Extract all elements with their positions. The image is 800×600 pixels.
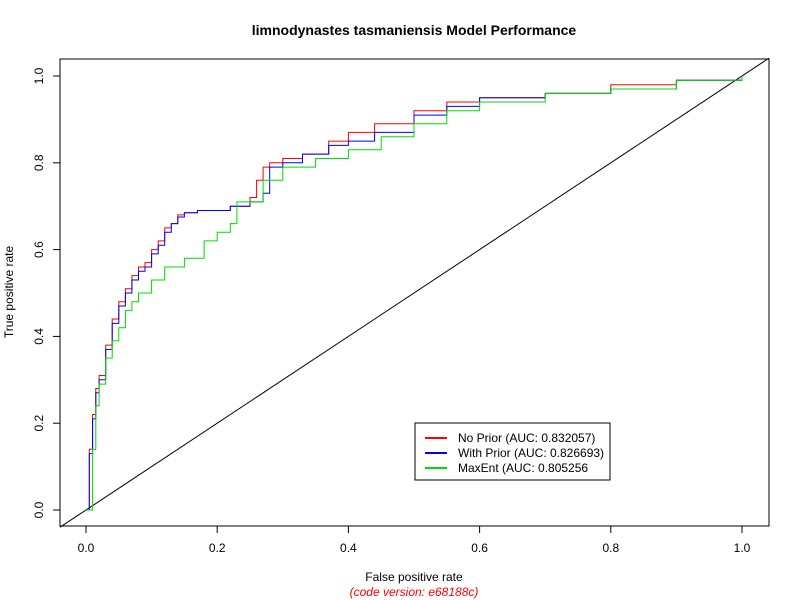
x-tick-label: 0.4: [340, 541, 357, 555]
x-tick-label: 0.2: [209, 541, 226, 555]
y-tick-label: 1.0: [32, 67, 46, 84]
y-tick-label: 0.8: [32, 154, 46, 171]
x-axis-label: False positive rate: [365, 570, 463, 584]
legend-label-0: No Prior (AUC: 0.832057): [458, 431, 595, 445]
y-tick-label: 0.0: [32, 501, 46, 518]
y-tick-label: 0.2: [32, 415, 46, 432]
x-axis: 0.0 0.2 0.4 0.6 0.8 1.0: [78, 525, 751, 555]
y-tick-label: 0.6: [32, 241, 46, 258]
y-axis: 0.0 0.2 0.4 0.6 0.8 1.0: [32, 67, 61, 518]
legend-label-2: MaxEnt (AUC: 0.805256: [458, 461, 588, 475]
code-version-note: (code version: e68188c): [350, 585, 479, 599]
series-line-1: [86, 76, 743, 511]
legend-label-1: With Prior (AUC: 0.826693): [458, 446, 604, 460]
x-tick-label: 0.8: [602, 541, 619, 555]
y-tick-label: 0.4: [32, 328, 46, 345]
x-tick-label: 0.0: [78, 541, 95, 555]
series-line-2: [86, 76, 743, 511]
x-tick-label: 0.6: [471, 541, 488, 555]
plot-area: [59, 57, 770, 528]
y-axis-label: True positive rate: [2, 246, 16, 339]
chart-title: limnodynastes tasmaniensis Model Perform…: [252, 22, 577, 38]
legend-box: [414, 422, 611, 481]
reference-diagonal-line: [59, 57, 770, 528]
x-tick-label: 1.0: [734, 541, 751, 555]
legend: No Prior (AUC: 0.832057)With Prior (AUC:…: [414, 422, 611, 481]
